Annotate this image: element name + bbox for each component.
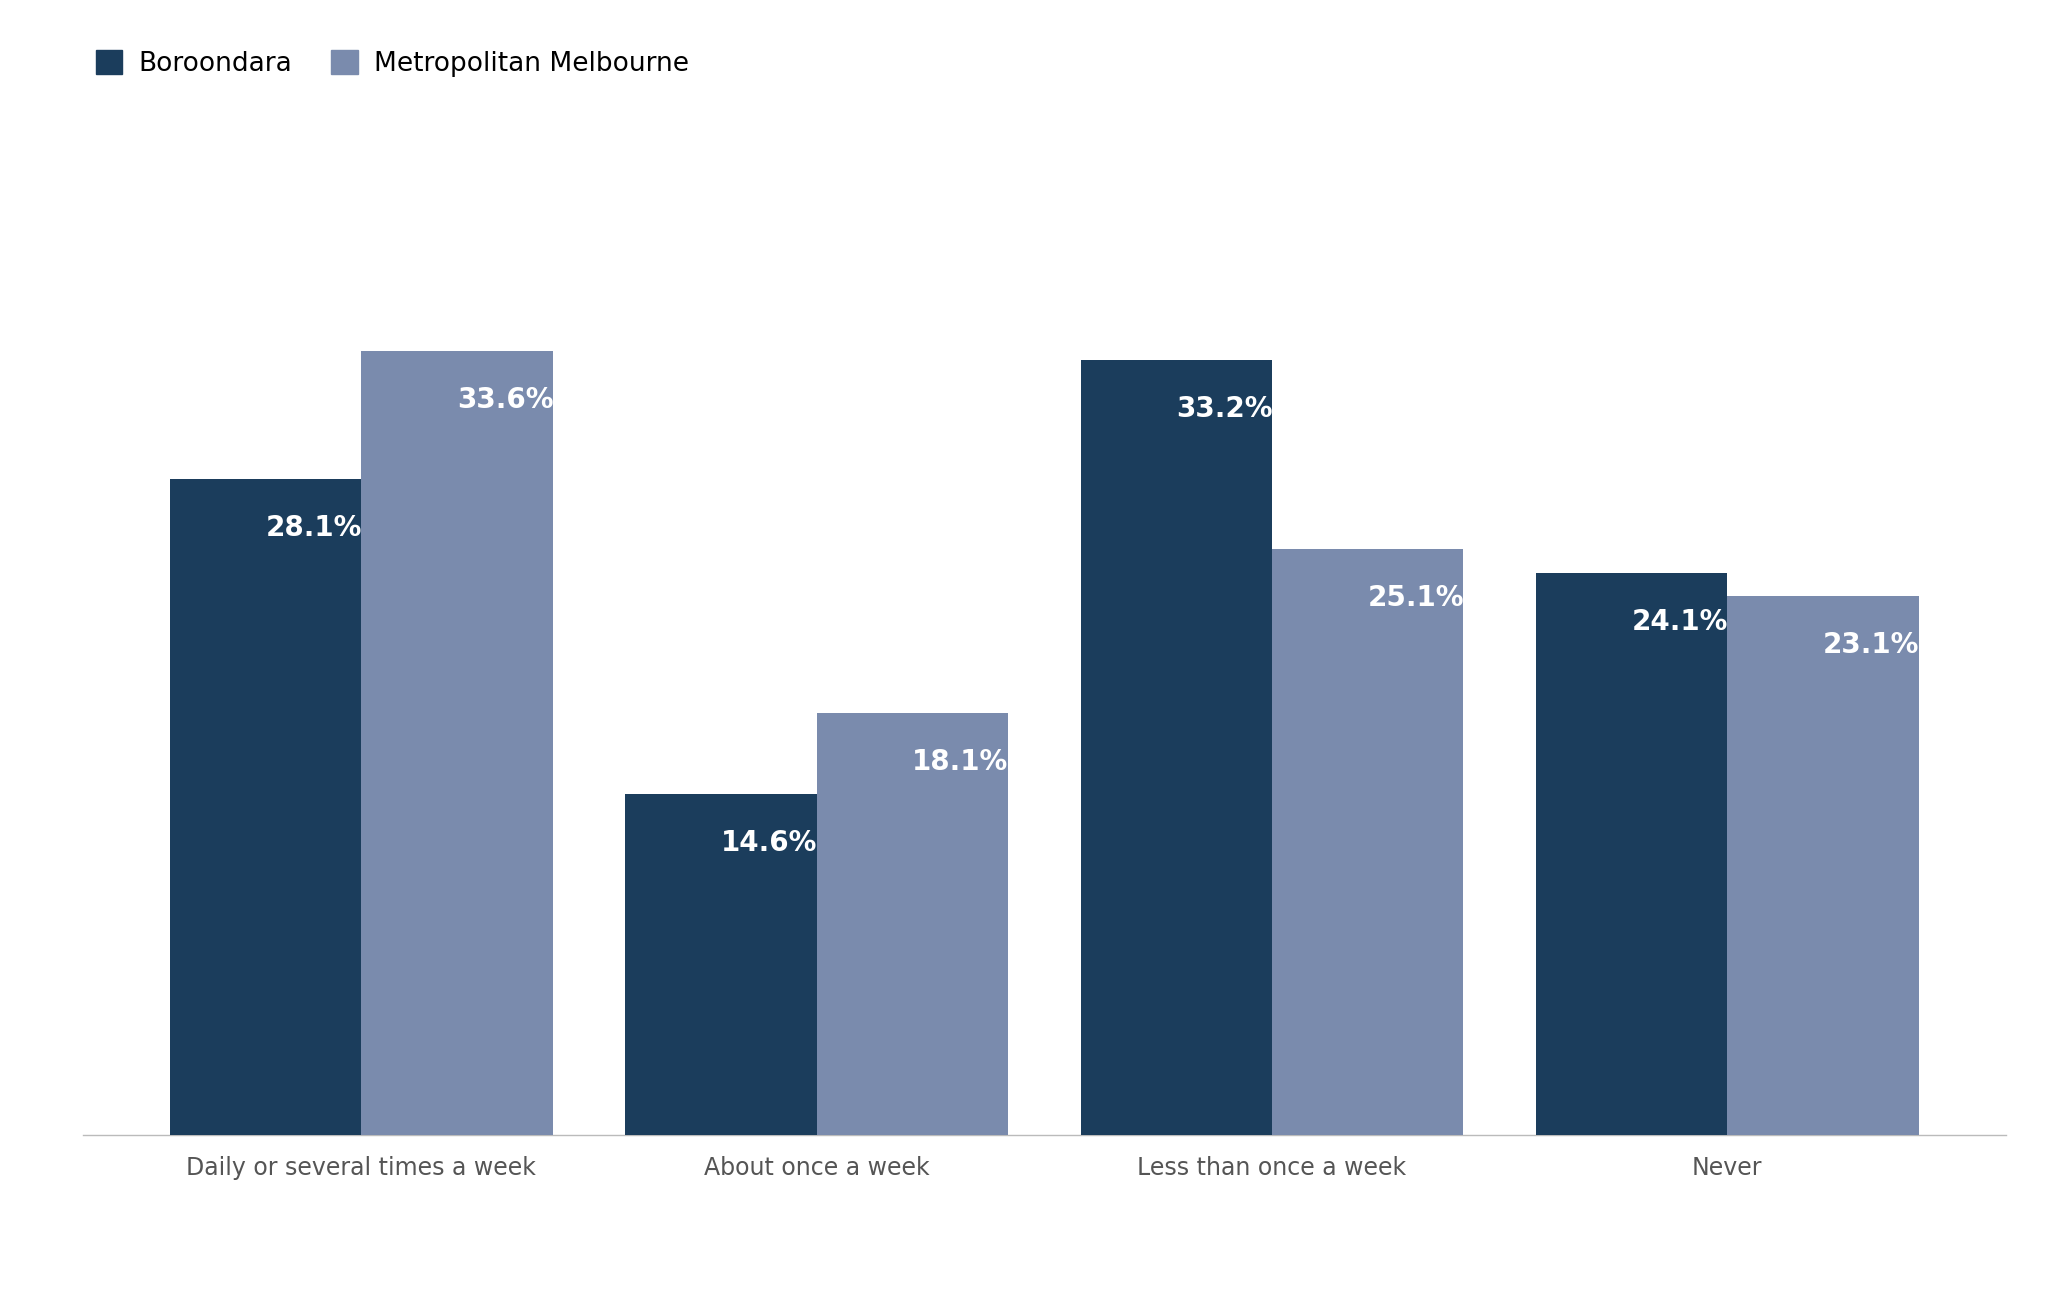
Text: 14.6%: 14.6% (722, 829, 817, 858)
Text: 24.1%: 24.1% (1632, 608, 1729, 636)
Legend: Boroondara, Metropolitan Melbourne: Boroondara, Metropolitan Melbourne (95, 50, 689, 77)
Bar (1537, 573, 1727, 1135)
Text: 33.6%: 33.6% (457, 386, 554, 414)
Text: 23.1%: 23.1% (1822, 631, 1919, 659)
Bar (170, 480, 362, 1135)
Text: 33.2%: 33.2% (1177, 395, 1274, 423)
Bar (817, 712, 1007, 1135)
Bar (1082, 360, 1272, 1135)
Bar (1727, 596, 1919, 1135)
Text: 25.1%: 25.1% (1367, 584, 1464, 613)
Bar (362, 351, 552, 1135)
Text: 18.1%: 18.1% (912, 748, 1009, 775)
Text: 28.1%: 28.1% (267, 515, 362, 542)
Bar (625, 795, 817, 1135)
Bar (1272, 550, 1464, 1135)
